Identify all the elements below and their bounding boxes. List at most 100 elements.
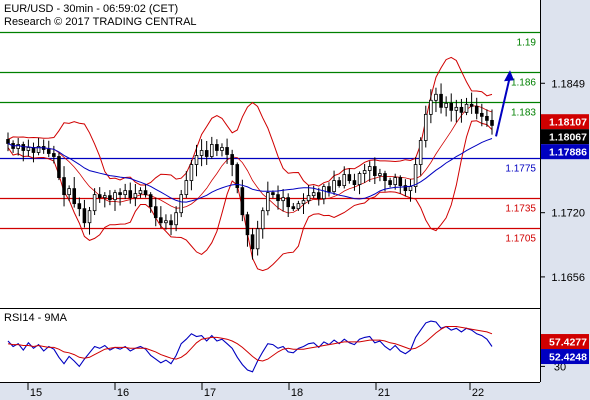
time-tick-label-4: 21	[378, 387, 390, 399]
candle-12	[67, 188, 71, 196]
candle-86	[444, 102, 448, 108]
candle-87	[449, 102, 454, 111]
time-tick-label-0: 15	[30, 387, 42, 399]
price-tags: 1.18107 1.18067 1.17886	[541, 114, 589, 160]
candle-23	[123, 190, 127, 196]
candle-57	[296, 203, 301, 210]
candle-51	[266, 192, 270, 212]
candle-91	[469, 103, 474, 107]
candle-85	[439, 93, 443, 108]
candle-62	[322, 186, 326, 200]
level-label-2: 1.183	[511, 108, 536, 119]
candles	[6, 83, 494, 260]
candle-15	[82, 208, 87, 224]
moving-average-line	[7, 138, 493, 203]
candle-14	[77, 203, 82, 210]
time-axis-panel	[0, 382, 590, 400]
candle-48	[250, 234, 255, 250]
candle-11	[62, 177, 66, 196]
candle-76	[393, 177, 397, 185]
candle-72	[373, 166, 377, 176]
price-tag-label-1: 1.18067	[549, 132, 587, 144]
candle-31	[164, 220, 168, 224]
level-label-4: 1.1735	[505, 204, 536, 215]
time-tick-label-2: 17	[204, 387, 216, 399]
price-axis-ticks: 1.1849 1.1720 1.1656	[541, 78, 585, 284]
candle-74	[383, 173, 387, 181]
price-tick-label-1: 1.1720	[551, 208, 585, 220]
candle-45	[235, 164, 240, 189]
candle-59	[306, 195, 311, 202]
candle-75	[388, 180, 392, 185]
candle-60	[311, 192, 316, 197]
candle-9	[52, 153, 56, 157]
bollinger-bands	[7, 56, 493, 272]
candle-67	[347, 174, 352, 181]
level-label-3: 1.1775	[505, 164, 536, 175]
time-tick-label-1: 16	[117, 387, 129, 399]
price-tag-0	[541, 114, 589, 130]
level-label-5: 1.1705	[505, 234, 536, 245]
rsi-axis: 30 57.4277 52.4248	[541, 334, 589, 373]
time-axis-ticks: 15 16 17 18 21 22	[27, 382, 484, 399]
candle-49	[255, 228, 260, 250]
candle-27	[143, 190, 148, 196]
bollinger-upper	[7, 56, 493, 187]
level-label-1: 1.186	[511, 78, 536, 89]
forecast-arrow-head	[504, 70, 514, 82]
candle-52	[271, 192, 275, 196]
candle-4	[26, 147, 31, 151]
candle-29	[153, 206, 158, 219]
candle-90	[464, 103, 469, 113]
candle-40	[210, 144, 214, 157]
candle-46	[240, 187, 245, 216]
moving-average	[7, 138, 493, 203]
candle-61	[316, 192, 321, 200]
candle-22	[118, 192, 122, 196]
candle-41	[215, 144, 219, 151]
candle-73	[378, 173, 382, 176]
candle-36	[189, 164, 194, 181]
rsi-tag-label-1: 52.4248	[549, 352, 587, 364]
candle-39	[204, 150, 209, 157]
candle-18	[97, 194, 102, 199]
price-tick-label-2: 1.1656	[551, 272, 585, 284]
candle-43	[225, 147, 229, 155]
candle-35	[184, 180, 189, 196]
candle-66	[342, 174, 347, 187]
forecast-arrow	[495, 70, 514, 137]
candle-2	[16, 144, 20, 149]
candle-17	[92, 194, 97, 212]
candle-20	[108, 195, 112, 201]
price-tag-1	[541, 129, 589, 145]
time-tick-label-5: 22	[472, 387, 484, 399]
candle-32	[169, 220, 173, 226]
candle-81	[418, 140, 423, 165]
candle-93	[480, 112, 484, 117]
candle-58	[301, 200, 306, 205]
candle-47	[245, 214, 250, 236]
candle-44	[230, 154, 234, 165]
rsi-series-1	[7, 326, 493, 362]
candle-92	[474, 105, 479, 114]
rsi-tag-label-0: 57.4277	[549, 337, 587, 349]
candle-88	[454, 106, 459, 111]
candle-54	[281, 197, 285, 202]
candle-16	[87, 210, 92, 224]
price-tag-label-2: 1.17886	[549, 147, 587, 159]
price-tag-label-0: 1.18107	[549, 117, 587, 129]
bollinger-middle	[7, 105, 493, 214]
rsi-series-0	[7, 320, 493, 373]
candle-8	[46, 149, 51, 154]
candle-50	[260, 210, 265, 230]
candle-10	[57, 156, 61, 178]
candle-79	[408, 186, 413, 192]
candle-42	[220, 147, 224, 151]
candle-28	[148, 194, 153, 208]
chart-title: EUR/USD - 30min - 06:59:02 (CET)	[4, 3, 178, 15]
forecast-arrow-shaft	[495, 76, 511, 137]
candle-82	[423, 113, 428, 141]
copyright-text: Research © 2017 TRADING CENTRAL	[4, 16, 197, 28]
candle-25	[133, 193, 138, 199]
